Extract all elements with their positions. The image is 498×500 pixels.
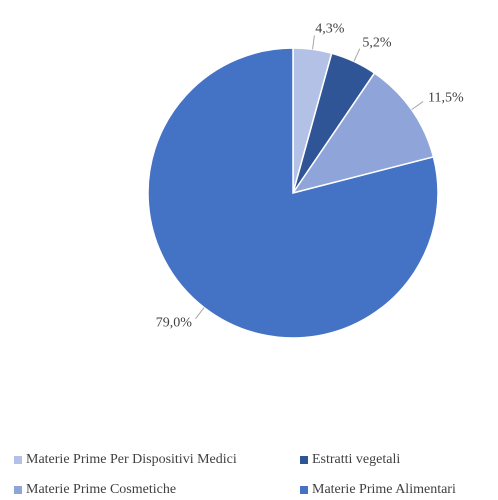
legend-label: Materie Prime Alimentari <box>312 482 456 497</box>
leader-line <box>353 48 361 62</box>
pie-slice <box>291 72 435 195</box>
leader-line <box>312 35 315 50</box>
legend-swatch <box>300 456 308 464</box>
leader-line <box>411 101 424 111</box>
data-label: 4,3% <box>315 22 345 37</box>
data-label: 5,2% <box>362 35 392 50</box>
legend-label: Materie Prime Cosmetiche <box>26 482 176 497</box>
data-label: 79,0% <box>156 316 193 331</box>
pie-slice <box>147 47 439 339</box>
legend-label: Materie Prime Per Dispositivi Medici <box>26 452 237 467</box>
legend-swatch <box>300 486 308 494</box>
legend-swatch <box>14 456 22 464</box>
legend-label: Estratti vegetali <box>312 452 400 467</box>
data-label: 11,5% <box>428 90 464 105</box>
legend-swatch <box>14 486 22 494</box>
leader-line <box>195 307 205 319</box>
